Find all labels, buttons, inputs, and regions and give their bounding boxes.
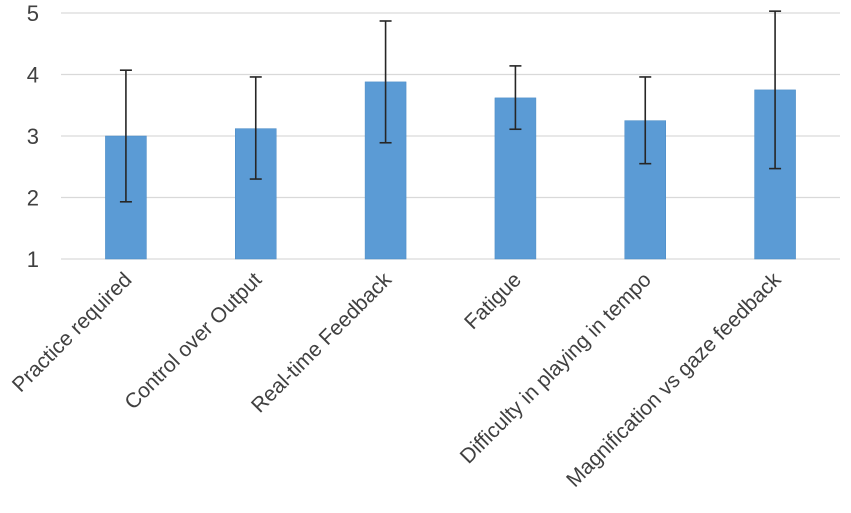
error-bar <box>119 69 132 203</box>
x-tick-label: Real-time Feedback <box>247 268 396 417</box>
error-bar <box>639 76 652 165</box>
x-tick-label: Practice required <box>8 268 137 397</box>
y-axis-tick-labels: 1 2 3 4 5 <box>27 1 39 272</box>
y-tick-label: 5 <box>27 1 39 26</box>
y-tick-label: 2 <box>27 186 39 211</box>
y-tick-label: 3 <box>27 124 39 149</box>
gridlines <box>61 12 840 260</box>
error-bar <box>509 65 522 131</box>
y-tick-label: 1 <box>27 247 39 272</box>
error-bar <box>249 76 262 180</box>
y-tick-label: 4 <box>27 63 39 88</box>
x-tick-label: Fatigue <box>460 268 526 334</box>
bar <box>235 128 277 260</box>
error-bar <box>769 10 782 170</box>
error-bar <box>379 20 392 144</box>
bars <box>105 81 796 260</box>
x-tick-label: Magnification vs gaze feedback <box>562 268 786 492</box>
error-bars <box>119 10 782 203</box>
x-tick-label: Control over Output <box>120 268 266 414</box>
